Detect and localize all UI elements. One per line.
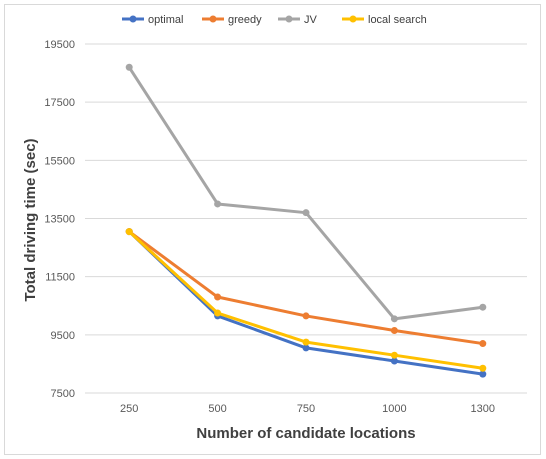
data-point <box>390 315 398 323</box>
y-tick-labels: 7500 9500 11500 13500 15500 17500 19500 <box>44 39 75 400</box>
y-tick-label: 9500 <box>51 330 75 342</box>
x-tick-label: 500 <box>208 403 226 415</box>
series-line <box>127 230 485 346</box>
data-point <box>390 357 398 365</box>
data-point <box>302 312 310 320</box>
x-tick-labels: 250 500 750 1000 1300 <box>120 403 495 415</box>
data-point <box>125 228 133 236</box>
legend-label: greedy <box>228 14 262 26</box>
y-tick-label: 11500 <box>45 272 75 284</box>
y-tick-label: 19500 <box>44 39 75 51</box>
data-point <box>125 63 133 71</box>
series-JV <box>125 63 487 323</box>
legend-label: optimal <box>148 14 183 26</box>
legend-item: greedy <box>202 14 262 26</box>
legend-item: optimal <box>122 14 183 26</box>
y-tick-label: 17500 <box>44 97 75 109</box>
legend-marker <box>285 15 293 23</box>
y-tick-label: 15500 <box>44 155 75 167</box>
series-line <box>127 230 485 376</box>
data-point <box>214 309 222 317</box>
y-tick-label: 7500 <box>51 388 75 400</box>
x-tick-label: 250 <box>120 403 138 415</box>
gridlines <box>85 43 527 394</box>
data-point <box>479 303 487 311</box>
series-lines <box>125 63 487 378</box>
series-optimal <box>125 228 487 378</box>
chart-frame <box>4 4 541 455</box>
legend: optimal greedy JV local search <box>122 14 427 26</box>
data-point <box>479 340 487 348</box>
data-point <box>214 293 222 301</box>
legend-marker <box>129 15 137 23</box>
legend-label: local search <box>368 14 427 26</box>
y-tick-label: 13500 <box>44 214 75 226</box>
series-greedy <box>125 228 487 348</box>
data-point <box>390 326 398 334</box>
data-point <box>390 351 398 359</box>
legend-item: local search <box>342 14 427 26</box>
y-axis-title: Total driving time (sec) <box>22 138 39 301</box>
data-point <box>302 338 310 346</box>
x-tick-label: 1000 <box>382 403 406 415</box>
data-point <box>302 344 310 352</box>
x-tick-label: 750 <box>297 403 315 415</box>
legend-marker <box>349 15 357 23</box>
x-axis-title: Number of candidate locations <box>196 425 415 442</box>
data-point <box>479 364 487 372</box>
data-point <box>302 209 310 217</box>
legend-item: JV <box>278 14 318 26</box>
series-local-search <box>125 228 487 372</box>
x-tick-label: 1300 <box>471 403 495 415</box>
data-point <box>479 370 487 378</box>
legend-marker <box>209 15 217 23</box>
legend-label: JV <box>304 14 318 26</box>
data-point <box>214 200 222 208</box>
